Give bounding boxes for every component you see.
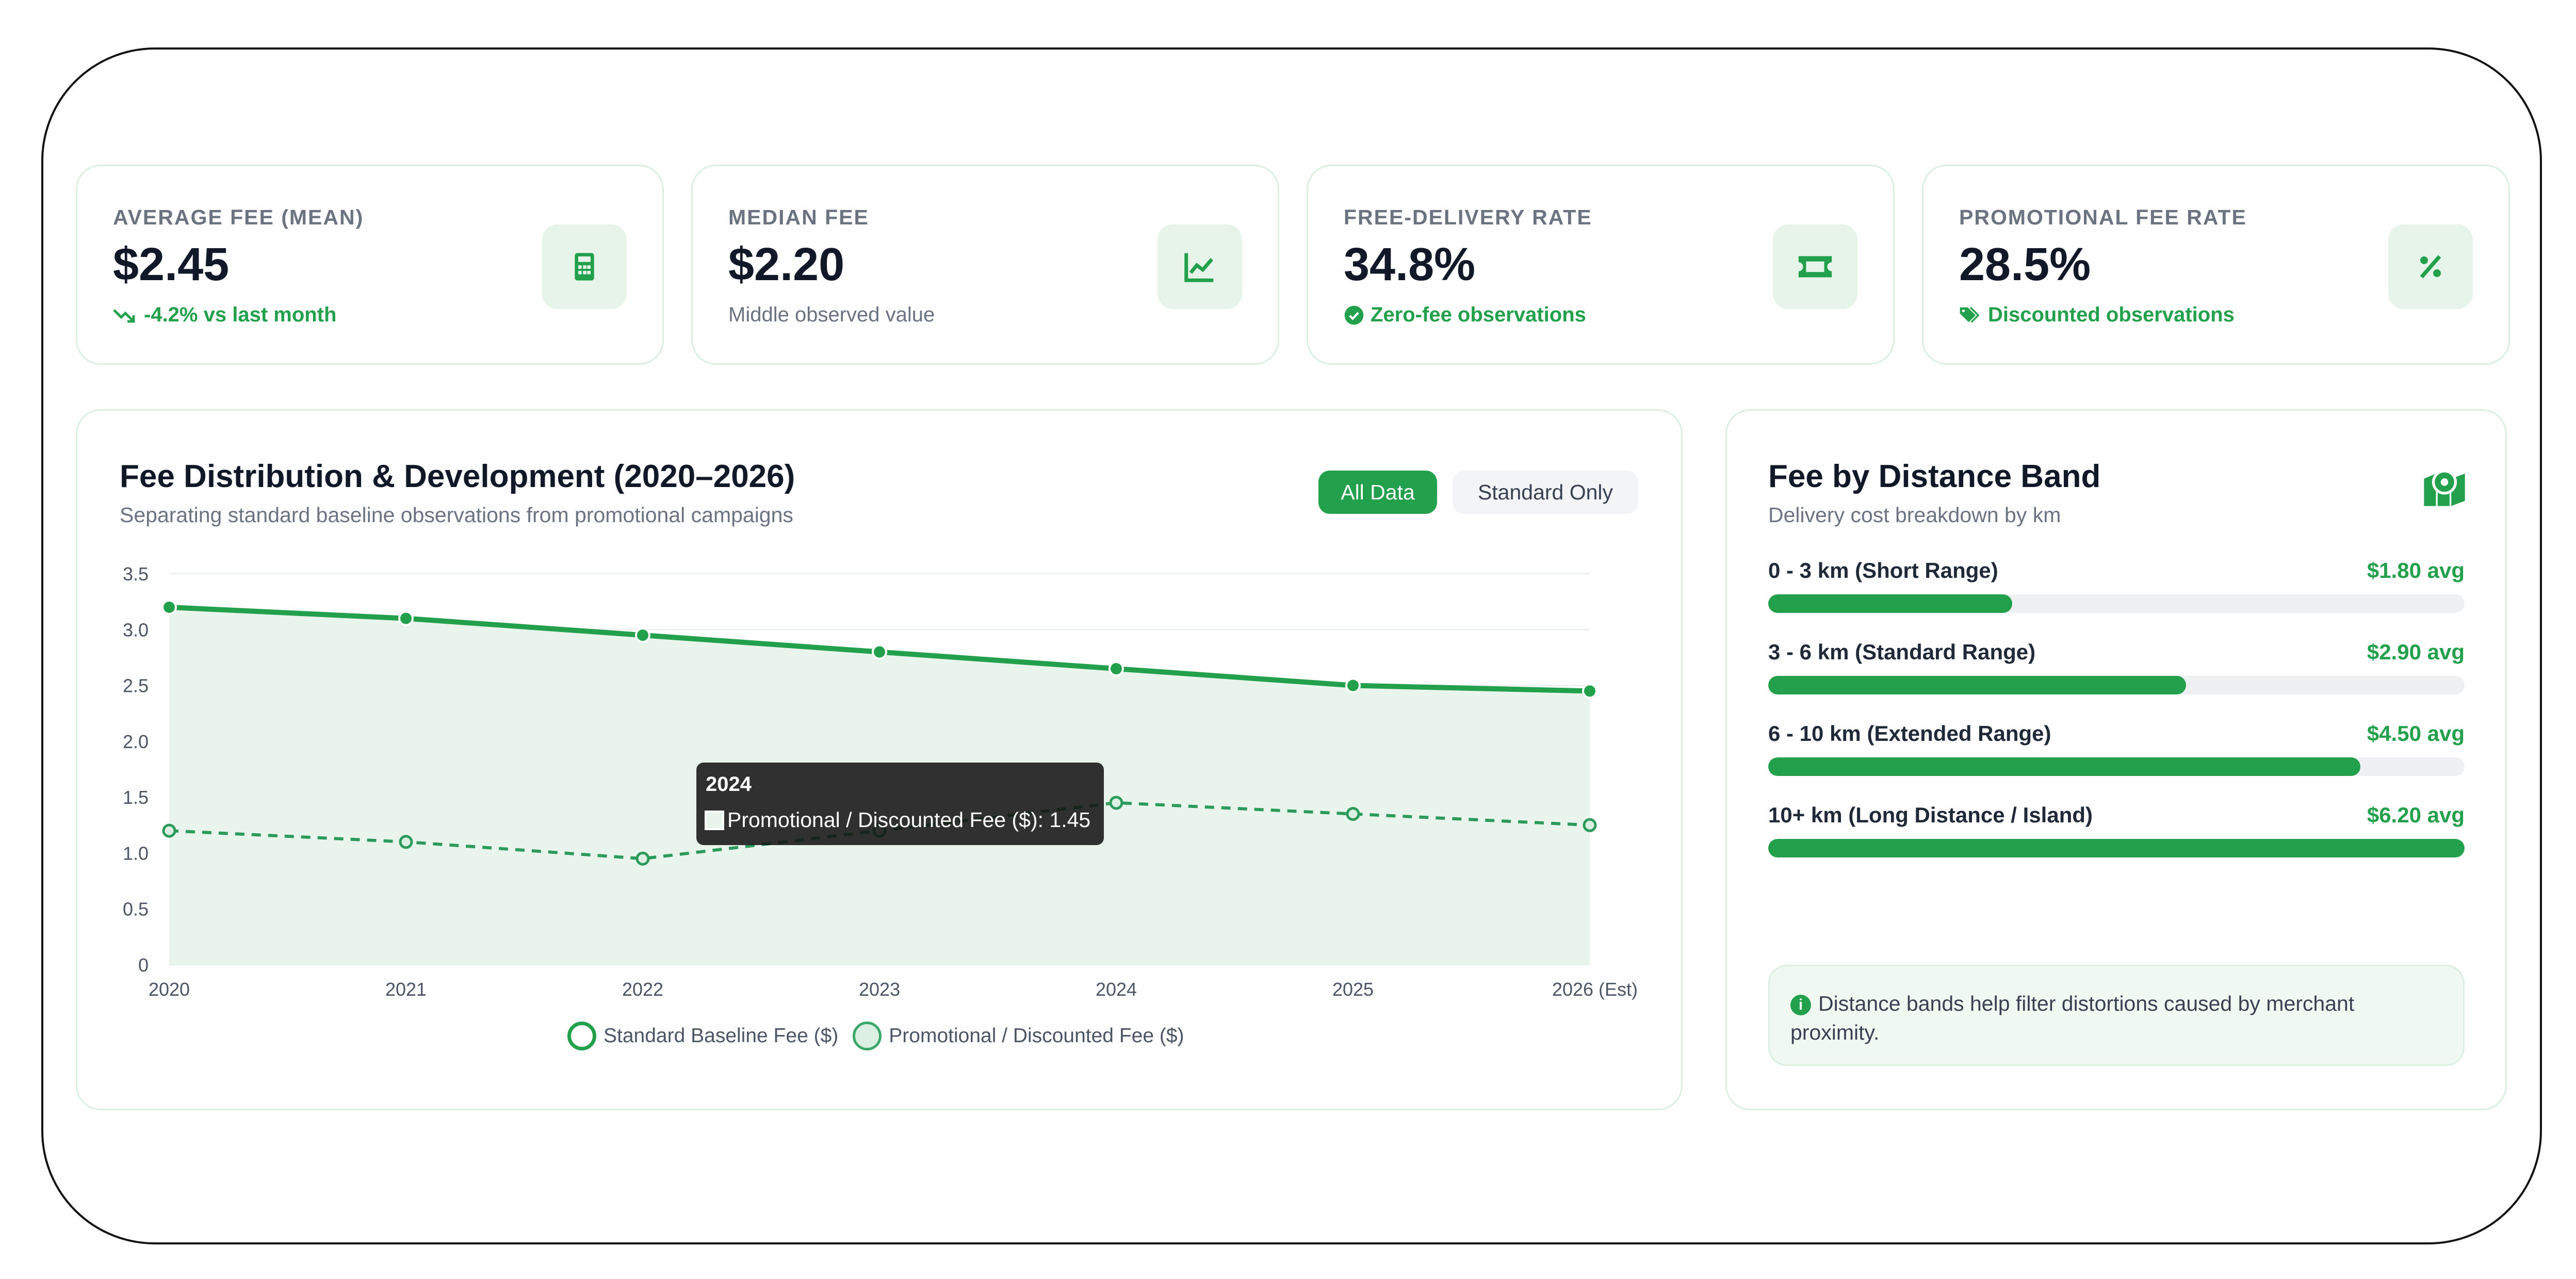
legend-marker-standard[interactable] (567, 1022, 596, 1050)
calculator-icon (542, 224, 627, 309)
distance-band-extended: 6 - 10 km (Extended Range) $4.50 avg (1768, 721, 2465, 776)
kpi-sub-text: Discounted observations (1988, 303, 2235, 326)
trend-down-icon (113, 309, 135, 322)
band-value: $6.20 avg (2367, 803, 2465, 827)
x-tick-label: 2023 (859, 979, 900, 1000)
standard-fee-point (161, 599, 177, 615)
standard-fee-point (398, 610, 414, 626)
distance-info-note: i Distance bands help filter distortions … (1768, 965, 2465, 1066)
kpi-sub-text: -4.2% vs last month (144, 303, 337, 326)
kpi-label: MEDIAN FEE (728, 205, 869, 229)
distance-title: Fee by Distance Band (1768, 459, 2101, 494)
y-tick-label: 2.5 (123, 675, 149, 697)
kpi-value: 28.5% (1959, 239, 2091, 290)
check-circle-icon (1344, 305, 1364, 325)
kpi-label: AVERAGE FEE (MEAN) (113, 205, 364, 229)
band-fill (1768, 757, 2360, 776)
kpi-card-median-fee: MEDIAN FEE $2.20 Middle observed value (691, 165, 1279, 365)
y-tick-label: 1.0 (123, 843, 149, 864)
promotional-fee-point (635, 851, 650, 866)
ticket-icon (1773, 224, 1857, 309)
band-label: 10+ km (Long Distance / Island) (1768, 803, 2093, 827)
band-label: 3 - 6 km (Standard Range) (1768, 640, 2036, 664)
kpi-trend: -4.2% vs last month (113, 303, 336, 327)
promotional-fee-point (1583, 818, 1597, 832)
kpi-label: FREE-DELIVERY RATE (1344, 205, 1592, 229)
band-track (1768, 594, 2465, 613)
legend-label-promotional[interactable]: Promotional / Discounted Fee ($) (889, 1025, 1184, 1047)
band-fill (1768, 676, 2186, 694)
chart-title: Fee Distribution & Development (2020–202… (120, 459, 795, 494)
y-tick-label: 0 (138, 954, 149, 976)
info-icon: i (1790, 995, 1811, 1016)
band-fill (1768, 594, 2012, 613)
x-tick-label: 2021 (385, 979, 427, 1000)
distance-band-standard: 3 - 6 km (Standard Range) $2.90 avg (1768, 640, 2465, 694)
chart-legend: Standard Baseline Fee ($) Promotional / … (567, 1022, 1184, 1050)
promotional-fee-point (162, 823, 176, 838)
band-label: 0 - 3 km (Short Range) (1768, 558, 1998, 582)
band-value: $2.90 avg (2367, 640, 2465, 664)
legend-label-standard[interactable]: Standard Baseline Fee ($) (604, 1025, 839, 1047)
percent-icon (2388, 224, 2473, 309)
standard-fee-point (635, 627, 650, 643)
x-tick-label: 2020 (149, 979, 190, 1000)
tooltip-swatch (705, 810, 724, 830)
band-track (1768, 839, 2465, 857)
note-text: Distance bands help filter distortions c… (1790, 992, 2355, 1044)
kpi-value: $2.20 (728, 239, 845, 290)
kpi-card-average-fee: AVERAGE FEE (MEAN) $2.45 -4.2% vs last m… (76, 165, 664, 365)
x-tick-label: 2025 (1332, 979, 1374, 1000)
kpi-sub: Discounted observations (1959, 303, 2235, 327)
tags-icon (1960, 306, 1980, 323)
kpi-card-free-delivery: FREE-DELIVERY RATE 34.8% Zero-fee observ… (1307, 165, 1895, 365)
kpi-sub-text: Zero-fee observations (1371, 303, 1586, 326)
distance-subtitle: Delivery cost breakdown by km (1768, 503, 2061, 527)
tooltip-text: Promotional / Discounted Fee ($): 1.45 (727, 808, 1091, 832)
x-tick-label: 2026 (Est) (1552, 979, 1638, 1000)
chart-tooltip: 2024 Promotional / Discounted Fee ($): 1… (696, 763, 1104, 845)
distance-band-long: 10+ km (Long Distance / Island) $6.20 avg (1768, 803, 2465, 857)
chart-subtitle: Separating standard baseline observation… (120, 503, 793, 527)
tooltip-row: Promotional / Discounted Fee ($): 1.45 (705, 808, 1090, 832)
band-value: $1.80 avg (2367, 558, 2465, 582)
standard-fee-point (872, 644, 887, 660)
kpi-card-promotional-rate: PROMOTIONAL FEE RATE 28.5% Discounted ob… (1922, 165, 2510, 365)
x-tick-label: 2022 (622, 979, 663, 1000)
map-icon (2422, 468, 2467, 510)
y-tick-label: 0.5 (123, 899, 149, 920)
kpi-value: 34.8% (1344, 239, 1476, 290)
standard-fee-point (1582, 683, 1597, 699)
band-fill (1768, 839, 2465, 857)
kpi-sub: Zero-fee observations (1344, 303, 1586, 327)
band-value: $4.50 avg (2367, 721, 2465, 746)
promotional-fee-point (1109, 796, 1123, 810)
y-tick-label: 3.5 (123, 563, 149, 585)
legend-marker-promotional[interactable] (853, 1022, 882, 1050)
kpi-label: PROMOTIONAL FEE RATE (1959, 205, 2247, 229)
all-data-button[interactable]: All Data (1318, 471, 1437, 514)
y-tick-label: 2.0 (123, 731, 149, 752)
standard-fee-point (1345, 677, 1361, 693)
line-chart-icon (1157, 224, 1242, 309)
band-track (1768, 676, 2465, 694)
promotional-fee-point (399, 835, 413, 849)
distance-band-short: 0 - 3 km (Short Range) $1.80 avg (1768, 558, 2465, 613)
band-track (1768, 757, 2465, 776)
y-tick-label: 1.5 (123, 787, 149, 808)
kpi-value: $2.45 (113, 239, 230, 290)
y-tick-label: 3.0 (123, 619, 149, 640)
promotional-fee-point (1346, 807, 1360, 821)
band-label: 6 - 10 km (Extended Range) (1768, 721, 2051, 746)
standard-only-button[interactable]: Standard Only (1453, 471, 1638, 514)
tooltip-title: 2024 (706, 773, 752, 796)
standard-fee-point (1108, 661, 1124, 677)
x-tick-label: 2024 (1096, 979, 1137, 1000)
kpi-sub-text: Middle observed value (728, 303, 935, 326)
